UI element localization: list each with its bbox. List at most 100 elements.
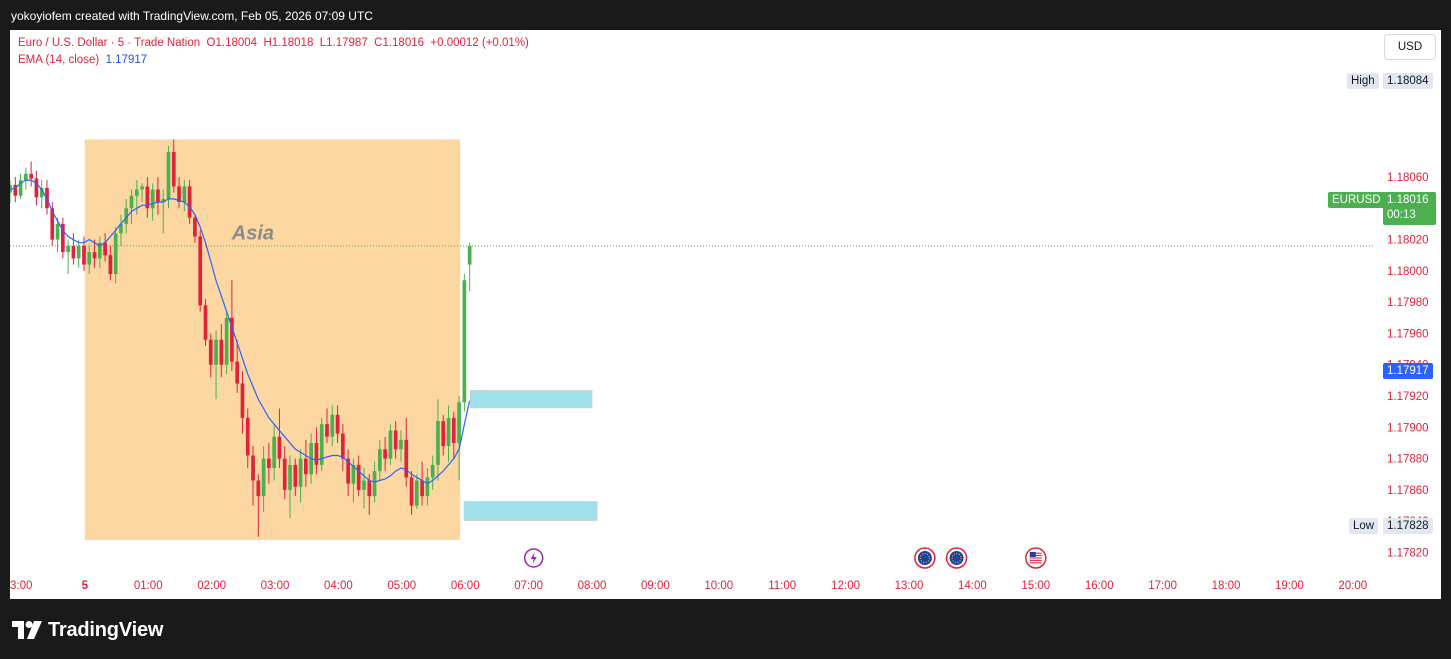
candle-body (108, 255, 113, 274)
candle-body (34, 178, 39, 198)
candle-body (293, 464, 298, 487)
candle-body (193, 217, 197, 237)
candle-body (219, 339, 224, 365)
x-tick-label: 14:00 (958, 580, 987, 592)
candle-body (24, 173, 28, 181)
candle-body (214, 339, 218, 365)
x-tick-label: 19:00 (1275, 580, 1304, 592)
candle-body (282, 458, 287, 490)
symbol-tag: EURUSD (1328, 192, 1385, 208)
candle-body (97, 242, 102, 259)
close-label: C (374, 37, 383, 49)
zone-box-1 (469, 390, 593, 409)
x-tick-label: 06:00 (451, 580, 480, 592)
symbol-title[interactable]: Euro / U.S. Dollar · 5 · Trade Nation (18, 37, 201, 49)
x-tick-label: 12:00 (831, 580, 860, 592)
candle-body (203, 305, 208, 340)
high-tag: High (1347, 73, 1379, 89)
x-tick-label: 18:00 (1212, 580, 1241, 592)
candle-body (230, 317, 234, 362)
candle-body (436, 421, 440, 465)
legend-ohlc: Euro / U.S. Dollar · 5 · Trade Nation O 1… (18, 37, 529, 49)
candle-body (404, 439, 409, 478)
last-price-tag: 1.18016 00:13 (1383, 192, 1436, 225)
candle-body (166, 151, 171, 199)
x-tick-label: 04:00 (324, 580, 353, 592)
candle-body (29, 173, 33, 179)
candle-body (182, 186, 187, 203)
candle-body (388, 430, 393, 459)
ema-line (10, 179, 471, 485)
x-tick-label: 09:00 (641, 580, 670, 592)
candle-body (18, 180, 23, 196)
x-tick-label: 5 (82, 580, 89, 592)
session-box-asia (84, 139, 461, 540)
y-tick-label: 1.17960 (1387, 328, 1429, 340)
candle-body (245, 417, 250, 456)
ema-label[interactable]: EMA (14, close) (18, 54, 100, 66)
y-tick-label: 1.17980 (1387, 297, 1429, 309)
candle-body (351, 464, 356, 484)
candle-body (362, 480, 366, 490)
lightning-glyph (530, 552, 537, 564)
high-tag-value: 1.18084 (1383, 73, 1433, 89)
candle-body (277, 436, 282, 459)
currency-button[interactable]: USD (1384, 34, 1436, 60)
candle-body (198, 236, 203, 306)
x-tick-label: 20:00 (1338, 580, 1367, 592)
brand-name: TradingView (48, 618, 164, 641)
candle-body (383, 449, 387, 459)
candle-body (462, 280, 467, 403)
candle-body (177, 186, 181, 203)
x-tick-label: 15:00 (1021, 580, 1050, 592)
open-label: O (206, 37, 216, 49)
candle-body (451, 417, 456, 443)
candle-body (119, 223, 123, 234)
high-label: H (263, 37, 272, 49)
candle-body (356, 464, 361, 490)
candle-body (393, 430, 398, 450)
chart-frame[interactable]: Euro / U.S. Dollar · 5 · Trade Nation O 1… (10, 30, 1441, 599)
x-tick-label: 10:00 (704, 580, 733, 592)
candle-body (251, 455, 255, 481)
candle-body (161, 198, 166, 203)
candle-body (103, 242, 107, 256)
candle-body (425, 477, 430, 497)
x-tick-label: 03:00 (261, 580, 290, 592)
candle-body (399, 439, 403, 450)
candle-body (298, 458, 303, 487)
candle-body (13, 184, 18, 196)
bar-countdown: 00:13 (1387, 209, 1416, 221)
x-tick-label: 17:00 (1148, 580, 1177, 592)
candle-body (304, 458, 308, 475)
y-tick-label: 1.18020 (1387, 235, 1429, 247)
candle-body (288, 464, 292, 490)
candle-body (240, 383, 245, 418)
candle-body (208, 339, 213, 365)
candle-body (314, 442, 319, 465)
candle-body (76, 245, 81, 259)
watermark-header: yokoyiofem created with TradingView.com,… (0, 0, 1451, 30)
eu-stars (919, 553, 930, 563)
candle-body (330, 414, 335, 437)
price-chart[interactable]: Asia 3:00 5 01:00 02:00 03:00 04:00 05:00 06:00… (10, 30, 1441, 599)
candle-body (50, 208, 55, 240)
candle-body (55, 223, 60, 240)
change-value: +0.00012 (+0.01%) (430, 37, 529, 49)
ema-tag-value: 1.17917 (1387, 365, 1429, 377)
high-value: 1.18018 (271, 37, 314, 49)
us-canton (1029, 552, 1036, 557)
candle-body (372, 471, 377, 497)
candle-body (39, 187, 44, 198)
candle-body (235, 361, 240, 384)
created-caption: yokoyiofem created with TradingView.com,… (11, 9, 373, 23)
candle-body (430, 464, 435, 478)
candle-body (92, 252, 97, 259)
low-label: L (319, 37, 327, 49)
candle-body (134, 189, 139, 196)
high-tag-price: 1.18084 (1387, 75, 1429, 87)
candle-body (414, 480, 419, 506)
y-tick-label: 1.17860 (1387, 485, 1429, 497)
candle-body (335, 414, 340, 434)
last-price-value: 1.18016 (1387, 194, 1429, 206)
